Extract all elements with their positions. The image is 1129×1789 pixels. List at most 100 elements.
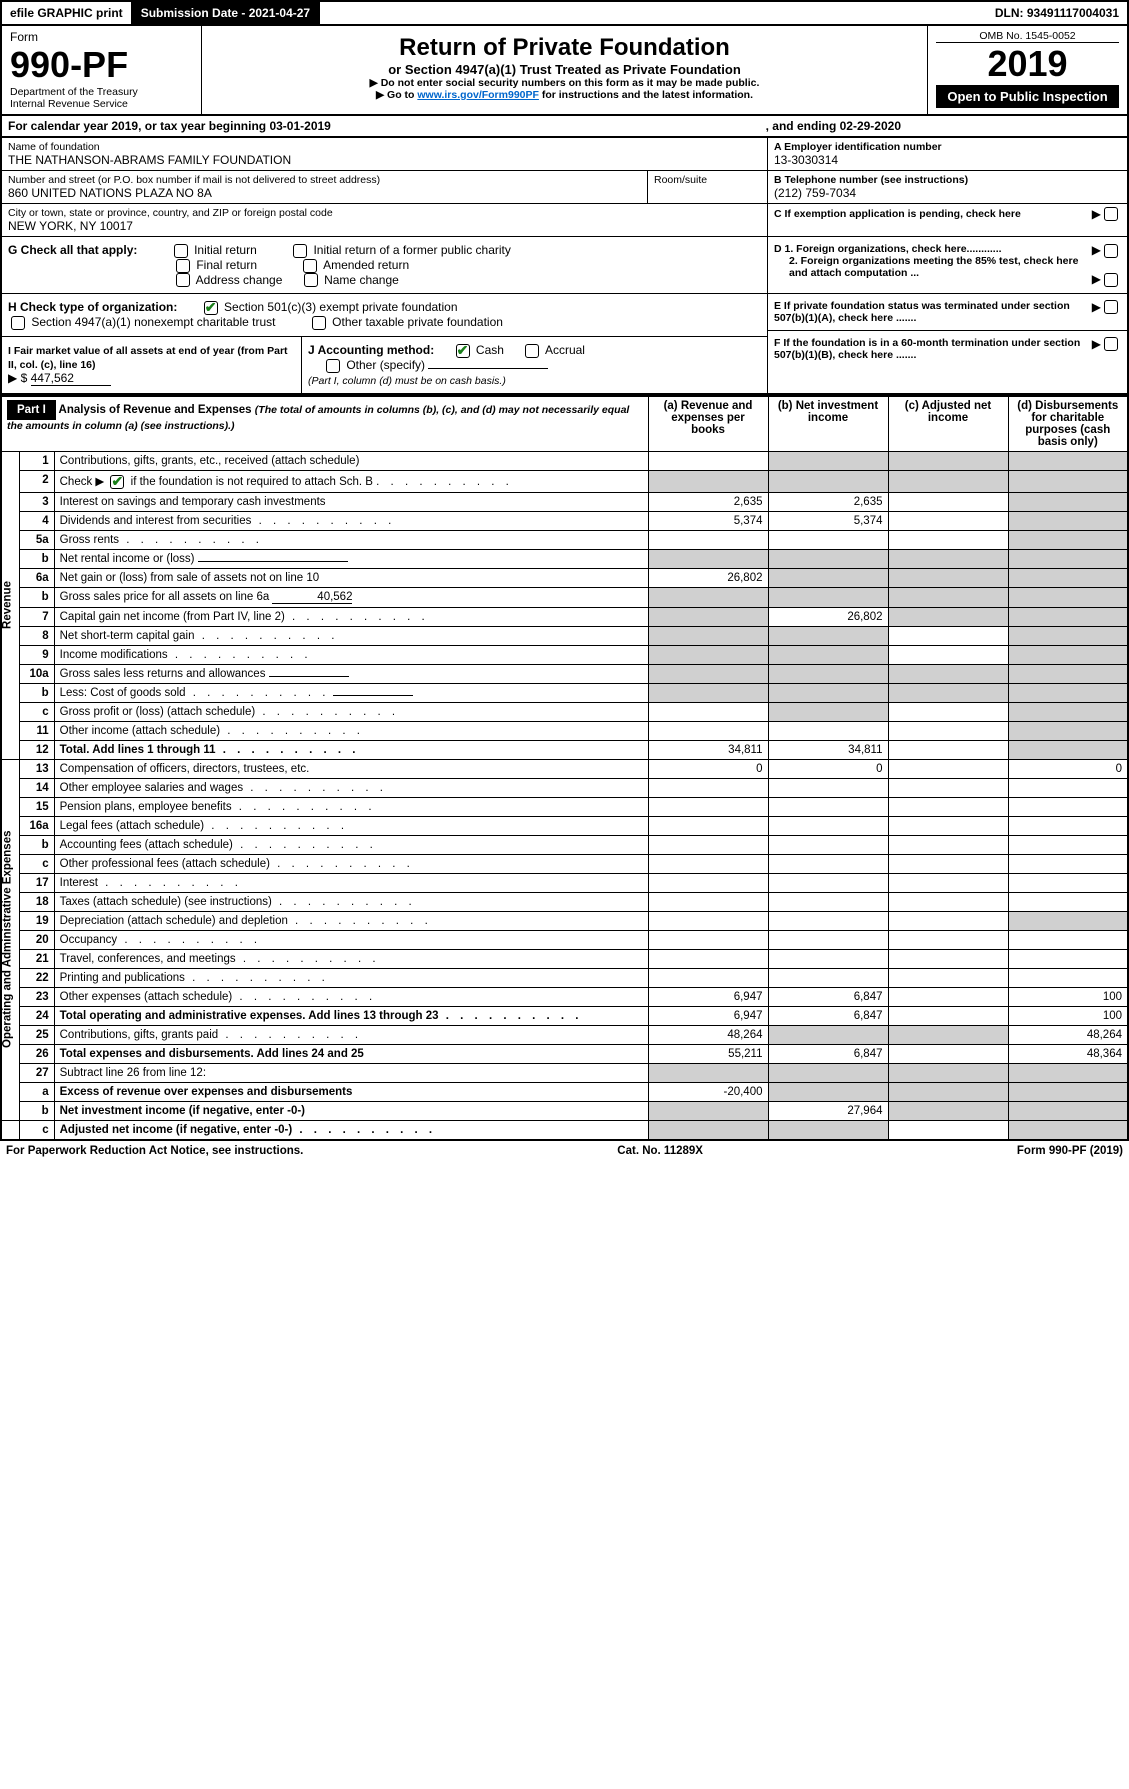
- line-6a: 6a Net gain or (loss) from sale of asset…: [1, 568, 1128, 587]
- line-num: 13: [19, 759, 54, 778]
- line-16c: cOther professional fees (attach schedul…: [1, 854, 1128, 873]
- line-desc: Net gain or (loss) from sale of assets n…: [54, 568, 648, 587]
- 501c3-label: Section 501(c)(3) exempt private foundat…: [224, 300, 457, 314]
- line-7: 7 Capital gain net income (from Part IV,…: [1, 607, 1128, 626]
- arrow-icon: ▶: [1092, 207, 1101, 221]
- omb-number: OMB No. 1545-0052: [936, 30, 1119, 43]
- final-return-checkbox[interactable]: [176, 259, 190, 273]
- line-num: 11: [19, 721, 54, 740]
- line-13: Operating and Administrative Expenses 13…: [1, 759, 1128, 778]
- d1-checkbox[interactable]: [1104, 244, 1118, 258]
- line-desc: Travel, conferences, and meetings: [54, 949, 648, 968]
- line-11: 11 Other income (attach schedule): [1, 721, 1128, 740]
- cell-a: 2,635: [648, 492, 768, 511]
- g-label: G Check all that apply:: [8, 243, 137, 257]
- line-25: 25 Contributions, gifts, grants paid 48,…: [1, 1025, 1128, 1044]
- cell-a: 6,947: [648, 987, 768, 1006]
- cell-b: 5,374: [768, 511, 888, 530]
- line-14: 14Other employee salaries and wages: [1, 778, 1128, 797]
- cell-b: 6,847: [768, 1044, 888, 1063]
- phone-value: (212) 759-7034: [774, 186, 1121, 200]
- 4947-label: Section 4947(a)(1) nonexempt charitable …: [31, 315, 275, 329]
- line-desc: Pension plans, employee benefits: [54, 797, 648, 816]
- line-desc: Other expenses (attach schedule): [54, 987, 648, 1006]
- initial-former-checkbox[interactable]: [293, 244, 307, 258]
- line-desc: Subtract line 26 from line 12:: [54, 1063, 648, 1082]
- line-2: 2 Check ▶ if the foundation is not requi…: [1, 470, 1128, 492]
- sch-b-not-required-checkbox[interactable]: [110, 475, 124, 489]
- line-num: c: [19, 854, 54, 873]
- other-taxable-checkbox[interactable]: [312, 316, 326, 330]
- line-26: 26 Total expenses and disbursements. Add…: [1, 1044, 1128, 1063]
- line-desc: Gross sales less returns and allowances: [54, 664, 648, 683]
- foundation-name: THE NATHANSON-ABRAMS FAMILY FOUNDATION: [8, 153, 761, 167]
- arrow-icon: ▶: [1092, 337, 1101, 351]
- accrual-label: Accrual: [545, 343, 585, 357]
- form-header: Form 990-PF Department of the Treasury I…: [0, 26, 1129, 116]
- fmv-value: 447,562: [31, 371, 111, 386]
- cell-a: 26,802: [648, 568, 768, 587]
- d1-label: D 1. Foreign organizations, check here..…: [774, 243, 1092, 255]
- line-desc: Income modifications: [54, 645, 648, 664]
- j-label: J Accounting method:: [308, 343, 434, 357]
- h-label: H Check type of organization:: [8, 300, 177, 314]
- amended-return-label: Amended return: [323, 258, 409, 272]
- line-num: 5a: [19, 530, 54, 549]
- cal-pre: For calendar year 2019, or tax year begi…: [8, 119, 269, 133]
- open-public-inspection: Open to Public Inspection: [936, 85, 1119, 108]
- line-desc: Gross rents: [54, 530, 648, 549]
- e-checkbox[interactable]: [1104, 300, 1118, 314]
- checks-block: G Check all that apply: Initial return I…: [0, 237, 1129, 395]
- text: Check ▶: [60, 476, 108, 488]
- amended-return-checkbox[interactable]: [303, 259, 317, 273]
- line-10b: b Less: Cost of goods sold: [1, 683, 1128, 702]
- line-num: 23: [19, 987, 54, 1006]
- d2-checkbox[interactable]: [1104, 273, 1118, 287]
- line-num: 25: [19, 1025, 54, 1044]
- name-change-checkbox[interactable]: [304, 273, 318, 287]
- cell-d: 48,264: [1008, 1025, 1128, 1044]
- address-change-checkbox[interactable]: [176, 273, 190, 287]
- top-bar: efile GRAPHIC print Submission Date - 20…: [0, 0, 1129, 26]
- line-num: 16a: [19, 816, 54, 835]
- line-desc: Printing and publications: [54, 968, 648, 987]
- foundation-address: 860 UNITED NATIONS PLAZA NO 8A: [8, 186, 641, 200]
- accrual-checkbox[interactable]: [525, 344, 539, 358]
- cell-d: 100: [1008, 987, 1128, 1006]
- line-desc: Net investment income (if negative, ente…: [54, 1101, 648, 1120]
- line-num: 22: [19, 968, 54, 987]
- form-subtitle: or Section 4947(a)(1) Trust Treated as P…: [210, 62, 919, 77]
- cell-a: 55,211: [648, 1044, 768, 1063]
- cal-begin: 03-01-2019: [269, 119, 330, 133]
- city-label: City or town, state or province, country…: [8, 207, 761, 219]
- line-num: 24: [19, 1006, 54, 1025]
- part1-l-title: Analysis of Revenue and Expenses: [59, 404, 252, 416]
- exemption-pending-checkbox[interactable]: [1104, 207, 1118, 221]
- cell-d: 100: [1008, 1006, 1128, 1025]
- line-21: 21Travel, conferences, and meetings: [1, 949, 1128, 968]
- f-checkbox[interactable]: [1104, 337, 1118, 351]
- line-num: c: [19, 702, 54, 721]
- line-num: 17: [19, 873, 54, 892]
- line-15: 15Pension plans, employee benefits: [1, 797, 1128, 816]
- initial-return-checkbox[interactable]: [174, 244, 188, 258]
- line-6b: b Gross sales price for all assets on li…: [1, 587, 1128, 607]
- line-22: 22Printing and publications: [1, 968, 1128, 987]
- form990pf-link[interactable]: www.irs.gov/Form990PF: [417, 89, 539, 101]
- line-num: 19: [19, 911, 54, 930]
- cash-checkbox[interactable]: [456, 344, 470, 358]
- cell-b: 26,802: [768, 607, 888, 626]
- line-desc: Gross sales price for all assets on line…: [54, 587, 648, 607]
- goto-post: for instructions and the latest informat…: [539, 89, 753, 101]
- other-method-checkbox[interactable]: [326, 359, 340, 373]
- line-desc: Accounting fees (attach schedule): [54, 835, 648, 854]
- line-16a: 16aLegal fees (attach schedule): [1, 816, 1128, 835]
- 4947-checkbox[interactable]: [11, 316, 25, 330]
- line-27: 27 Subtract line 26 from line 12:: [1, 1063, 1128, 1082]
- cell-d: 0: [1008, 759, 1128, 778]
- 501c3-checkbox[interactable]: [204, 301, 218, 315]
- arrow-icon: ▶: [1092, 300, 1101, 314]
- line-desc: Net short-term capital gain: [54, 626, 648, 645]
- line-num: 4: [19, 511, 54, 530]
- line-desc: Gross profit or (loss) (attach schedule): [54, 702, 648, 721]
